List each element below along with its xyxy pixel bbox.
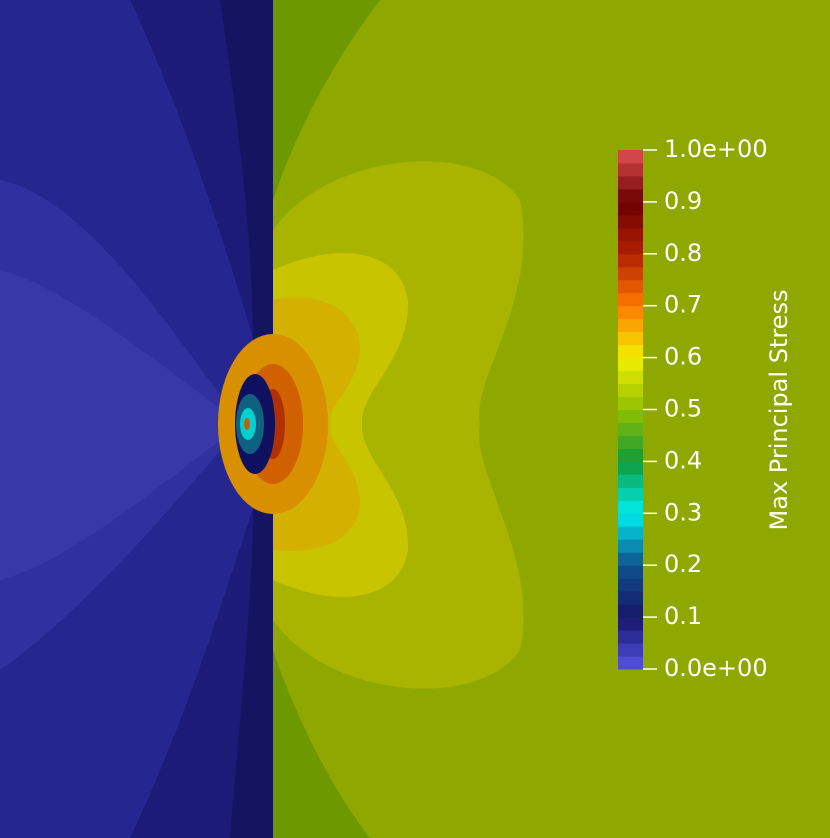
colorbar-band xyxy=(618,435,643,449)
field-region xyxy=(244,418,250,430)
colorbar-band xyxy=(618,487,643,501)
colorbar-band xyxy=(618,656,643,670)
colorbar-band xyxy=(618,539,643,553)
field-region xyxy=(130,450,273,838)
colorbar-band xyxy=(618,461,643,475)
colorbar-band xyxy=(618,552,643,566)
colorbar-band xyxy=(618,565,643,579)
colorbar-band xyxy=(618,253,643,268)
colorbar-tick-label: 0.8 xyxy=(664,239,702,267)
colorbar-band xyxy=(618,344,643,359)
colorbar-band xyxy=(618,331,643,346)
colorbar-band xyxy=(618,227,643,242)
colorbar-band xyxy=(618,214,643,229)
colorbar-band xyxy=(618,500,643,514)
colorbar-band xyxy=(618,396,643,410)
colorbar-tick-label: 0.0e+00 xyxy=(664,654,768,682)
colorbar-tick-label: 0.9 xyxy=(664,187,702,215)
colorbar-tick-label: 0.1 xyxy=(664,602,702,630)
field-region xyxy=(273,650,370,838)
colorbar-title: Max Principal Stress xyxy=(765,290,793,531)
colorbar-band xyxy=(618,578,643,592)
colorbar-tick-label: 0.4 xyxy=(664,446,702,474)
colorbar-band xyxy=(618,279,643,294)
colorbar-band xyxy=(618,305,643,320)
colorbar-band xyxy=(618,448,643,462)
colorbar-tick-label: 0.6 xyxy=(664,343,702,371)
field-region xyxy=(0,270,245,580)
colorbar-band xyxy=(618,591,643,605)
colorbar-band xyxy=(618,357,643,372)
colorbar-band xyxy=(618,617,643,631)
colorbar-band xyxy=(618,513,643,527)
colorbar-band xyxy=(618,409,643,423)
colorbar-band xyxy=(618,422,643,436)
field-region xyxy=(273,0,380,200)
colorbar-band xyxy=(618,150,643,164)
colorbar-band xyxy=(618,604,643,618)
colorbar-band xyxy=(618,643,643,657)
colorbar-band xyxy=(618,474,643,488)
colorbar-tick-label: 0.7 xyxy=(664,291,702,319)
colorbar-band xyxy=(618,383,643,398)
colorbar-band xyxy=(618,370,643,385)
colorbar-band xyxy=(618,162,643,177)
colorbar-tick-label: 0.3 xyxy=(664,498,702,526)
colorbar-band xyxy=(618,526,643,540)
colorbar-band xyxy=(618,266,643,281)
colorbar-band xyxy=(618,292,643,307)
colorbar-band xyxy=(618,630,643,644)
colorbar: 0.0e+00 0.1 0.2 0.3 0.4 0.5 0.6 0.7 0.8 0.9 1.0e+0… xyxy=(618,135,768,682)
colorbar-band xyxy=(618,201,643,216)
colorbar-tick-label: 0.5 xyxy=(664,395,702,423)
colorbar-band xyxy=(618,188,643,203)
colorbar-band xyxy=(618,318,643,333)
colorbar-tick-label: 1.0e+00 xyxy=(664,135,768,163)
colorbar-band xyxy=(618,175,643,190)
colorbar-tick-label: 0.2 xyxy=(664,550,702,578)
colorbar-band xyxy=(618,240,643,255)
